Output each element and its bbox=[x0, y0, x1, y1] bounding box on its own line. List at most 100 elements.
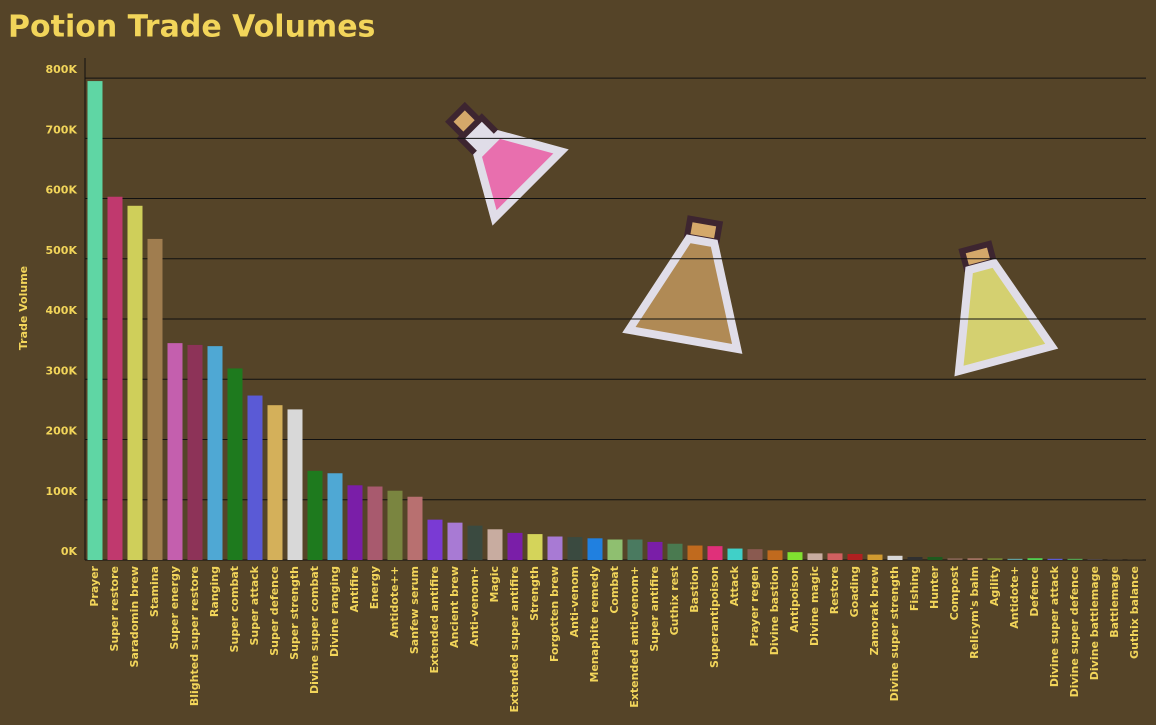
x-tick-label: Energy bbox=[368, 566, 381, 609]
bar bbox=[927, 556, 943, 560]
bar bbox=[127, 205, 143, 560]
bar bbox=[347, 485, 363, 560]
x-tick-label: Divine magic bbox=[808, 566, 821, 646]
potion-decoration bbox=[954, 240, 1059, 377]
x-tick-label: Sanfew serum bbox=[408, 566, 421, 654]
x-tick-label: Menaphite remedy bbox=[588, 566, 601, 683]
x-tick-label: Ranging bbox=[208, 566, 221, 617]
bar bbox=[587, 538, 603, 560]
x-tick-label: Strength bbox=[528, 566, 541, 621]
x-tick-label: Extended super antifire bbox=[508, 566, 521, 713]
x-tick-label: Fishing bbox=[908, 566, 921, 611]
bar bbox=[187, 344, 203, 560]
x-tick-label: Antidote++ bbox=[388, 566, 401, 638]
bar bbox=[787, 552, 803, 560]
bar bbox=[607, 539, 623, 560]
x-tick-label: Anti-venom bbox=[568, 566, 581, 637]
x-tick-label: Super defence bbox=[268, 566, 281, 656]
bar bbox=[267, 405, 283, 560]
bar bbox=[627, 539, 643, 560]
x-tick-label: Battlemage bbox=[1108, 566, 1121, 638]
y-tick-label: 800K bbox=[46, 63, 78, 76]
bar bbox=[467, 525, 483, 560]
x-tick-label: Divine super attack bbox=[1048, 565, 1061, 687]
x-tick-label: Blighted super restore bbox=[188, 566, 201, 706]
x-tick-label: Super attack bbox=[248, 565, 261, 645]
x-tick-label: Saradomin brew bbox=[128, 566, 141, 667]
bar bbox=[327, 473, 343, 560]
bar bbox=[967, 558, 983, 560]
bar bbox=[907, 556, 923, 560]
x-tick-label: Divine ranging bbox=[328, 566, 341, 657]
x-tick-label: Restore bbox=[828, 566, 841, 614]
bar bbox=[827, 553, 843, 560]
x-tick-label: Hunter bbox=[928, 565, 941, 609]
bar bbox=[287, 409, 303, 560]
y-tick-label: 700K bbox=[46, 123, 78, 136]
x-tick-label: Goading bbox=[848, 566, 861, 617]
y-tick-label: 300K bbox=[46, 364, 78, 377]
bar bbox=[1047, 558, 1063, 560]
x-tick-label: Defence bbox=[1028, 566, 1041, 617]
x-tick-label: Extended anti-venom+ bbox=[628, 566, 641, 708]
bar bbox=[767, 550, 783, 560]
x-tick-label: Guthix balance bbox=[1128, 566, 1141, 659]
y-axis-label: Trade Volume bbox=[17, 266, 30, 350]
x-tick-label: Agility bbox=[988, 566, 1001, 606]
x-tick-label: Attack bbox=[728, 565, 741, 606]
bar bbox=[867, 554, 883, 560]
bar bbox=[1027, 558, 1043, 560]
bar bbox=[1067, 558, 1083, 560]
x-tick-label: Antidote+ bbox=[1008, 566, 1021, 629]
bar bbox=[367, 486, 383, 560]
x-tick-label: Zamorak brew bbox=[868, 566, 881, 655]
y-tick-label: 200K bbox=[46, 425, 78, 438]
bar bbox=[667, 543, 683, 560]
y-tick-label: 500K bbox=[46, 244, 78, 257]
x-tick-label: Superantipoison bbox=[708, 566, 721, 668]
x-tick-label: Prayer regen bbox=[748, 566, 761, 647]
bar bbox=[87, 81, 103, 560]
x-tick-label: Super combat bbox=[228, 566, 241, 652]
x-tick-label: Divine bastion bbox=[768, 566, 781, 655]
x-tick-label: Super strength bbox=[288, 566, 301, 660]
x-tick-label: Extended antifire bbox=[428, 566, 441, 674]
bar bbox=[747, 549, 763, 560]
x-tick-label: Divine battlemage bbox=[1088, 566, 1101, 680]
bar bbox=[707, 546, 723, 560]
bar bbox=[307, 470, 323, 560]
bar bbox=[887, 555, 903, 560]
bar bbox=[1007, 558, 1023, 560]
bar bbox=[987, 558, 1003, 560]
x-tick-label: Stamina bbox=[148, 566, 161, 617]
x-tick-label: Antifire bbox=[348, 566, 361, 612]
bar bbox=[507, 532, 523, 560]
bar bbox=[427, 519, 443, 560]
x-tick-label: Ancient brew bbox=[448, 566, 461, 648]
x-tick-label: Divine super strength bbox=[888, 566, 901, 701]
x-tick-label: Super antifire bbox=[648, 566, 661, 652]
bar bbox=[167, 343, 183, 560]
x-tick-label: Combat bbox=[608, 566, 621, 614]
bar bbox=[527, 534, 543, 560]
x-tick-label: Divine super combat bbox=[308, 566, 321, 694]
y-tick-label: 0K bbox=[61, 545, 78, 558]
bar bbox=[847, 553, 863, 560]
bar bbox=[247, 395, 263, 560]
x-tick-label: Relicym's balm bbox=[968, 566, 981, 659]
x-tick-label: Forgotten brew bbox=[548, 566, 561, 662]
bar bbox=[387, 490, 403, 560]
y-tick-label: 600K bbox=[46, 184, 78, 197]
bar bbox=[447, 522, 463, 560]
chart-title: Potion Trade Volumes bbox=[8, 10, 375, 45]
x-tick-label: Prayer bbox=[88, 565, 101, 606]
bar bbox=[807, 553, 823, 560]
bar bbox=[547, 536, 563, 560]
x-tick-label: Compost bbox=[948, 566, 961, 620]
potion-decoration bbox=[445, 101, 569, 226]
x-tick-label: Guthix rest bbox=[668, 566, 681, 635]
bar bbox=[727, 548, 743, 560]
bar bbox=[647, 541, 663, 560]
bar bbox=[147, 238, 163, 561]
